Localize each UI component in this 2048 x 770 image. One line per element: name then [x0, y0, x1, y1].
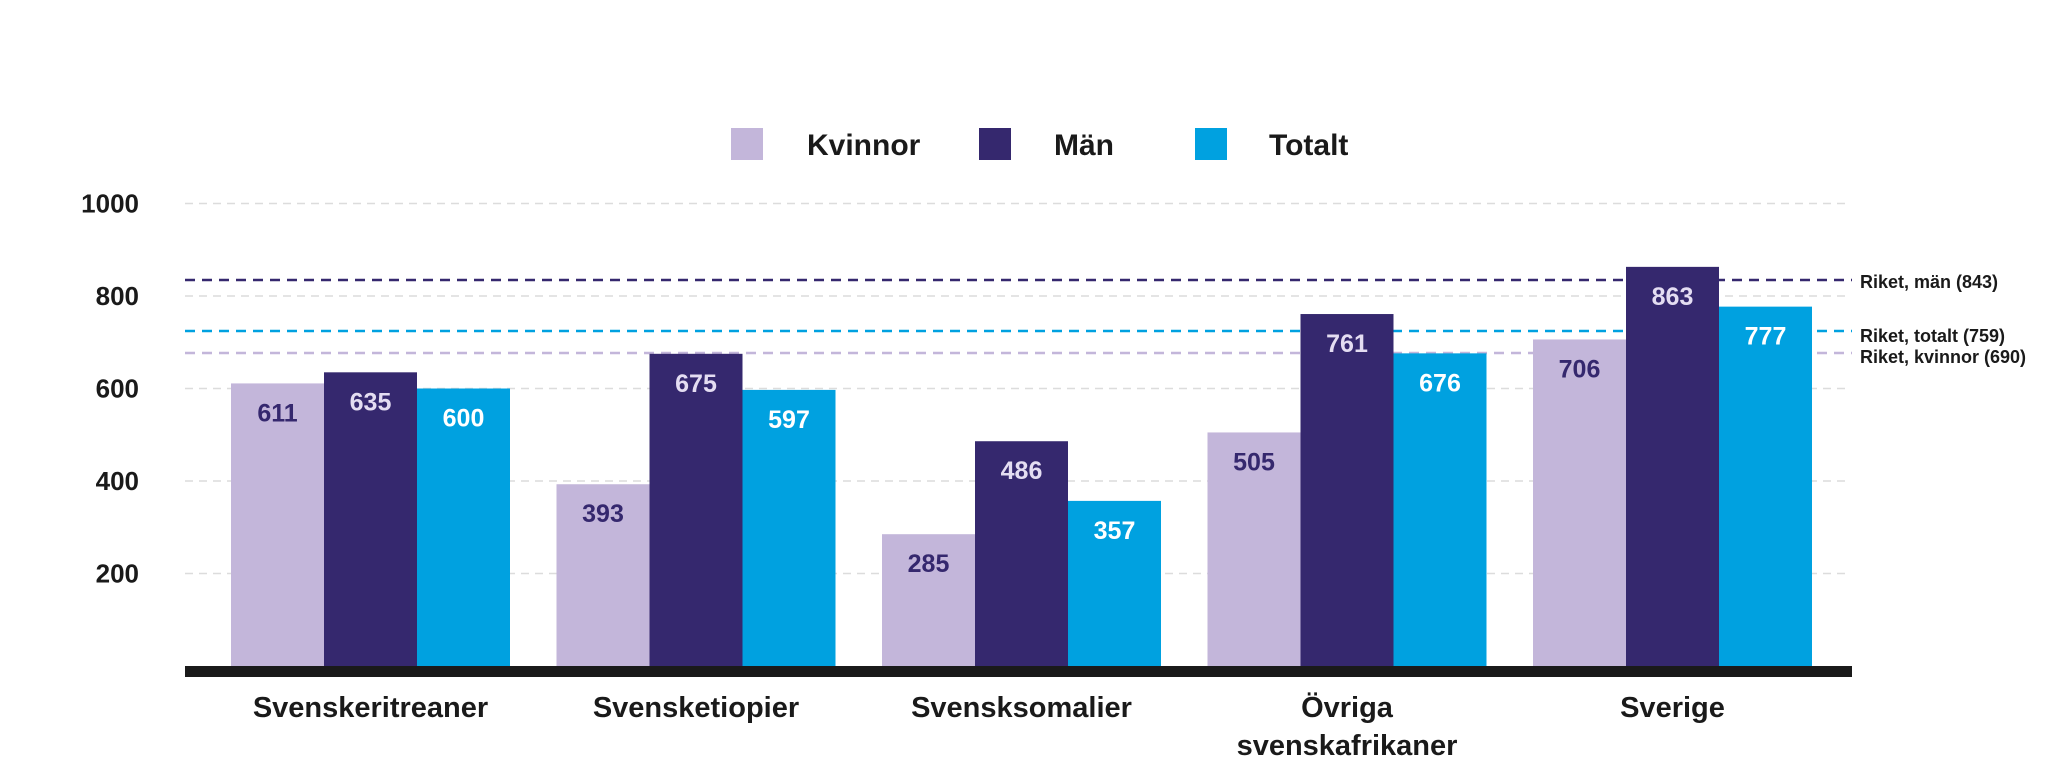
data-label: 761 — [1326, 330, 1368, 358]
data-label: 635 — [350, 388, 392, 416]
data-label: 600 — [443, 405, 485, 433]
x-category-label: Övriga svenskafrikaner — [1237, 691, 1458, 762]
legend-label: Kvinnor — [807, 129, 921, 162]
data-label: 486 — [1001, 457, 1043, 485]
bar-kvinnor — [882, 534, 975, 666]
reference-line-label: Riket, totalt (759) — [1860, 326, 2005, 346]
bar-totalt — [417, 388, 510, 666]
x-category-label: Svensksomalier — [911, 692, 1132, 724]
bar-man — [649, 353, 743, 666]
legend-swatch — [979, 128, 1011, 160]
data-label: 863 — [1652, 283, 1694, 311]
reference-line-label: Riket, kvinnor (690) — [1860, 347, 2026, 367]
reference-lines: Riket, män (843) Riket, totalt (759)Riket… — [185, 272, 2026, 367]
legend-label: Totalt — [1269, 129, 1348, 162]
data-label: 675 — [675, 370, 717, 398]
bar-man — [324, 372, 417, 666]
data-label: 505 — [1233, 448, 1275, 476]
y-tick-label: 1000 — [81, 189, 139, 219]
bar-kvinnor — [231, 383, 324, 666]
x-category-label: Sverige — [1620, 692, 1725, 724]
data-label: 357 — [1094, 517, 1136, 545]
bar-kvinnor — [1533, 339, 1626, 666]
data-label: 597 — [768, 406, 810, 434]
y-tick-label: 800 — [96, 281, 139, 311]
legend: Kvinnor Män Totalt — [731, 128, 1348, 162]
bar-totalt — [1393, 353, 1487, 666]
legend-swatch — [1195, 128, 1227, 160]
legend-swatch — [731, 128, 763, 160]
data-label: 393 — [582, 500, 624, 528]
bar-kvinnor — [1207, 432, 1301, 666]
data-label: 676 — [1419, 369, 1461, 397]
bar-kvinnor — [556, 484, 650, 666]
x-axis-baseline — [185, 666, 1852, 677]
data-label: 611 — [257, 399, 297, 427]
bar-totalt — [1068, 500, 1161, 666]
legend-label: Män — [1054, 129, 1114, 162]
y-axis-ticks: 200 400 600 800 1000 — [81, 189, 139, 589]
y-tick-label: 200 — [96, 559, 139, 589]
bar-man — [1300, 314, 1394, 666]
bar-man — [1626, 266, 1719, 666]
bar-totalt — [1719, 306, 1812, 666]
data-label: 706 — [1559, 355, 1601, 383]
x-category-label: Svenskeritreaner — [253, 692, 488, 724]
bar-totalt — [742, 389, 836, 666]
data-label: 285 — [908, 550, 950, 578]
y-tick-label: 400 — [96, 466, 139, 496]
bar-man — [975, 441, 1068, 666]
y-tick-label: 600 — [96, 374, 139, 404]
reference-line-label: Riket, män (843) — [1860, 272, 1998, 292]
bars: 611 635 600 393 675 597 285 486 357 505 761 676 706 8… — [185, 266, 1852, 677]
x-category-label: Svensketiopier — [593, 692, 799, 724]
data-label: 777 — [1745, 323, 1787, 351]
x-axis-labels: Svenskeritreaner Svensketiopier Svensksoma… — [253, 691, 1725, 762]
